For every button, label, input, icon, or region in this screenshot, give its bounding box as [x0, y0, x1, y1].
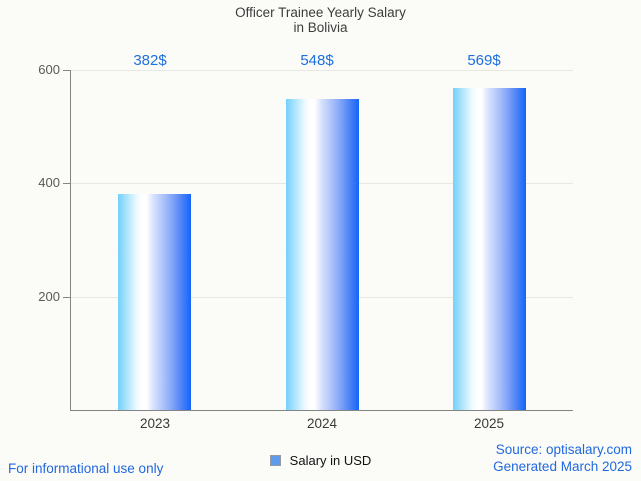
- y-axis-tick-400: [63, 183, 71, 184]
- y-axis-tick-200: [63, 297, 71, 298]
- chart-title: Officer Trainee Yearly Salary in Bolivia: [0, 5, 641, 35]
- chart-title-line-1: Officer Trainee Yearly Salary: [235, 5, 406, 20]
- disclaimer-text: For informational use only: [8, 461, 164, 476]
- y-axis-tick-600: [63, 70, 71, 71]
- bar-2024[interactable]: [286, 99, 359, 410]
- value-label-2024: 548$: [300, 52, 334, 69]
- bar-2025[interactable]: [453, 88, 526, 410]
- legend-marker-icon: [269, 455, 281, 466]
- source-link[interactable]: Source: optisalary.com: [495, 442, 632, 457]
- chart-legend: Salary in USD: [0, 453, 641, 468]
- generated-date: Generated March 2025: [493, 459, 632, 474]
- value-label-2025: 569$: [467, 52, 501, 69]
- legend-label: Salary in USD: [289, 453, 372, 468]
- x-tick-label-2025: 2025: [473, 416, 505, 431]
- y-tick-label-600: 600: [38, 62, 60, 77]
- x-tick-label-2023: 2023: [139, 416, 171, 431]
- y-tick-label-200: 200: [38, 289, 60, 304]
- gridline-y-600: [71, 70, 573, 71]
- plot-area: 200 400 600 382$ 2023 548$ 2024 569$ 2025: [38, 53, 573, 431]
- x-tick-label-2024: 2024: [306, 416, 338, 431]
- source-block: Source: optisalary.com Generated March 2…: [493, 441, 632, 475]
- chart-title-line-2: in Bolivia: [293, 19, 348, 35]
- value-label-2023: 382$: [133, 52, 167, 69]
- legend-item-salary[interactable]: Salary in USD: [269, 453, 372, 468]
- y-tick-label-400: 400: [38, 175, 60, 190]
- bar-2023[interactable]: [118, 194, 191, 410]
